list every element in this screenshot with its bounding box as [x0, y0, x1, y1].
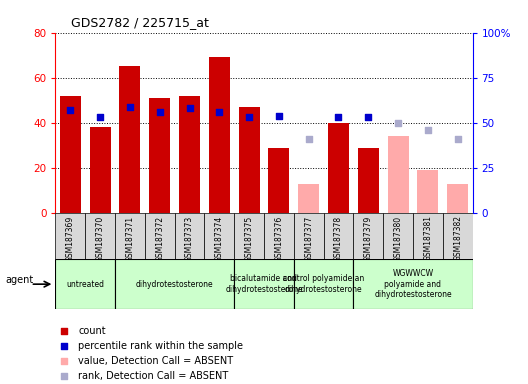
Bar [324, 213, 353, 259]
Bar [298, 184, 319, 213]
Point [454, 136, 462, 142]
Point [126, 104, 134, 110]
Bar [149, 98, 170, 213]
Text: agent: agent [5, 275, 34, 285]
Bar [55, 259, 115, 309]
Bar [413, 213, 443, 259]
Bar [60, 96, 81, 213]
Bar [294, 259, 353, 309]
Text: GSM187378: GSM187378 [334, 215, 343, 262]
Text: GSM187375: GSM187375 [244, 215, 253, 262]
Bar [179, 96, 200, 213]
Bar [353, 213, 383, 259]
Bar [294, 213, 324, 259]
Text: GSM187380: GSM187380 [393, 215, 402, 262]
Bar [383, 213, 413, 259]
Text: GSM187374: GSM187374 [215, 215, 224, 262]
Bar [145, 213, 175, 259]
Text: GSM187372: GSM187372 [155, 215, 164, 262]
Point [96, 114, 105, 121]
Point [423, 127, 432, 133]
Text: untreated: untreated [66, 280, 104, 289]
Text: GSM187371: GSM187371 [126, 215, 135, 262]
Bar [388, 136, 409, 213]
Text: GDS2782 / 225715_at: GDS2782 / 225715_at [71, 16, 209, 29]
Bar [358, 148, 379, 213]
Bar [115, 259, 234, 309]
Bar [264, 213, 294, 259]
Bar [55, 213, 85, 259]
Point [394, 120, 402, 126]
Point [185, 105, 194, 111]
Bar [328, 123, 349, 213]
Text: bicalutamide and
dihydrotestosterone: bicalutamide and dihydrotestosterone [225, 275, 303, 294]
Text: control polyamide an
dihydrotestosterone: control polyamide an dihydrotestosterone [283, 275, 364, 294]
Point [60, 343, 68, 349]
Bar [447, 184, 468, 213]
Bar [90, 127, 110, 213]
Bar [443, 213, 473, 259]
Point [275, 113, 283, 119]
Bar [209, 58, 230, 213]
Bar [239, 107, 260, 213]
Text: GSM187379: GSM187379 [364, 215, 373, 262]
Bar [268, 148, 289, 213]
Text: count: count [78, 326, 106, 336]
Text: rank, Detection Call = ABSENT: rank, Detection Call = ABSENT [78, 371, 229, 381]
Bar [85, 213, 115, 259]
Point [60, 373, 68, 379]
Bar [418, 170, 438, 213]
Bar [353, 259, 473, 309]
Text: WGWWCW
polyamide and
dihydrotestosterone: WGWWCW polyamide and dihydrotestosterone [374, 269, 452, 299]
Point [305, 136, 313, 142]
Point [155, 109, 164, 115]
Text: GSM187382: GSM187382 [453, 215, 462, 262]
Bar [234, 259, 294, 309]
Text: dihydrotestosterone: dihydrotestosterone [136, 280, 213, 289]
Text: percentile rank within the sample: percentile rank within the sample [78, 341, 243, 351]
Point [364, 114, 373, 121]
Bar [115, 213, 145, 259]
Text: value, Detection Call = ABSENT: value, Detection Call = ABSENT [78, 356, 233, 366]
Text: GSM187377: GSM187377 [304, 215, 313, 262]
Bar [204, 213, 234, 259]
Text: GSM187381: GSM187381 [423, 215, 432, 262]
Bar [175, 213, 204, 259]
Text: GSM187373: GSM187373 [185, 215, 194, 262]
Point [66, 107, 74, 113]
Text: GSM187376: GSM187376 [275, 215, 284, 262]
Point [215, 109, 223, 115]
Text: GSM187369: GSM187369 [66, 215, 75, 262]
Point [60, 358, 68, 364]
Point [245, 114, 253, 121]
Point [334, 114, 343, 121]
Bar [119, 66, 140, 213]
Point [60, 328, 68, 334]
Bar [234, 213, 264, 259]
Text: GSM187370: GSM187370 [96, 215, 105, 262]
